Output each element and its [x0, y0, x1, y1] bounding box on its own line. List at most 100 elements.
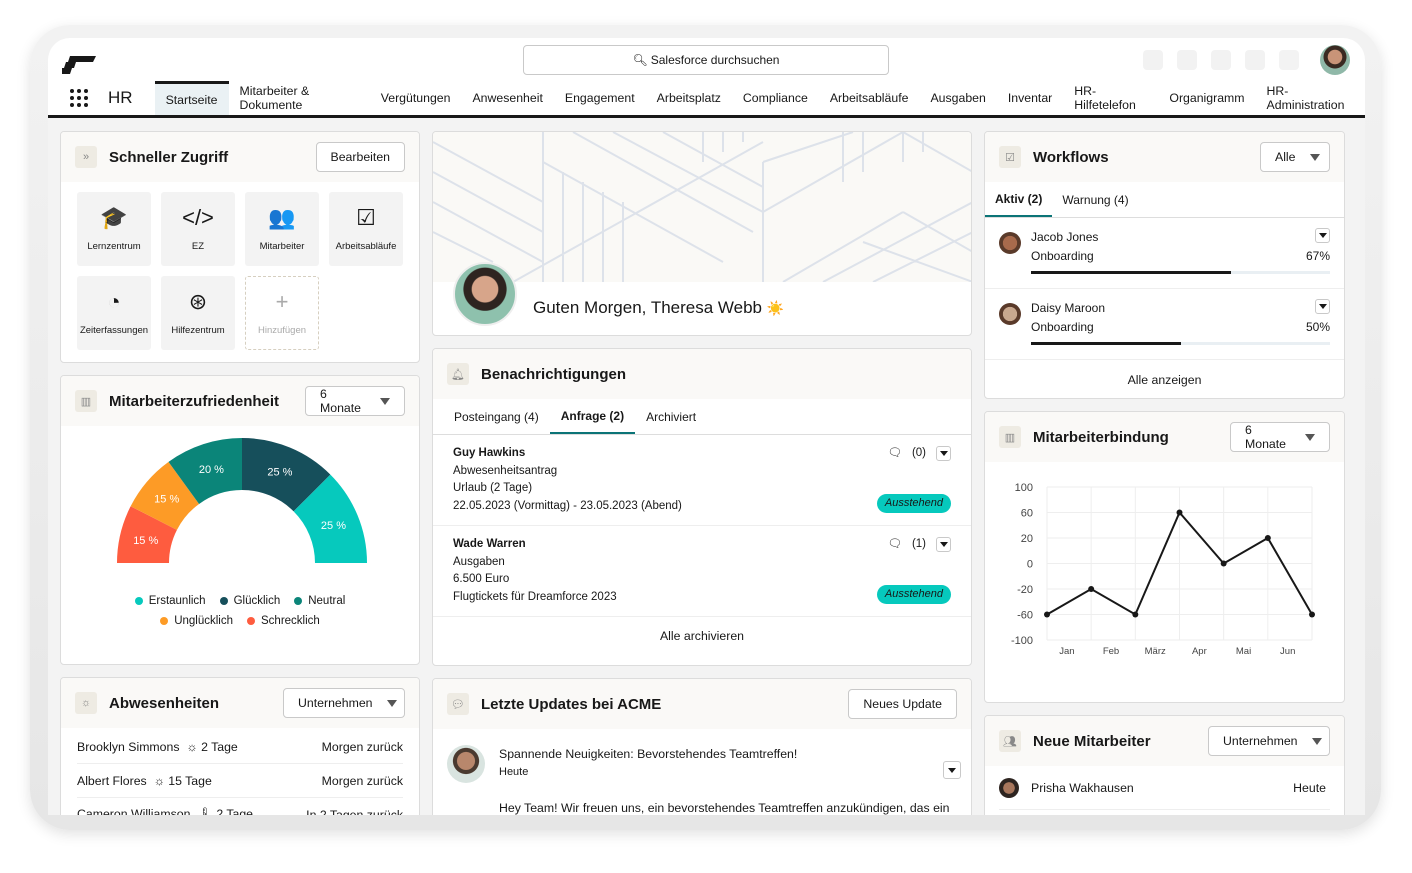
- y-tick-label: -20: [1017, 584, 1033, 596]
- gauge-segment-neutral[interactable]: [168, 438, 242, 504]
- nav-tab[interactable]: Compliance: [742, 91, 808, 105]
- nav-tab[interactable]: Anwesenheit: [472, 91, 543, 105]
- gauge-segment-erstaunlich[interactable]: [293, 474, 367, 563]
- nav-tab[interactable]: Vergütungen: [380, 91, 451, 105]
- data-point[interactable]: [1309, 611, 1315, 618]
- period-dropdown[interactable]: 6 Monate: [305, 386, 405, 416]
- chat-icon: 💬︎: [447, 693, 469, 715]
- employee-name: Daisy Maroon: [1031, 301, 1106, 315]
- tile-label: EZ: [191, 240, 205, 252]
- employee-name: Albert Flores: [77, 773, 147, 788]
- quick-access-tile[interactable]: + Hinzufügen: [245, 276, 319, 350]
- card-title: Mitarbeiterzufriedenheit: [109, 392, 280, 410]
- data-point[interactable]: [1264, 535, 1271, 541]
- item-menu-button[interactable]: [1315, 228, 1330, 243]
- favorites-icon[interactable]: [1143, 50, 1163, 70]
- absence-row[interactable]: Albert Flores ☼ 15 Tage Morgen zurück: [77, 764, 403, 798]
- comment-icon[interactable]: 🗨︎: [887, 447, 902, 459]
- nav-tab[interactable]: Mitarbeiter & Dokumente: [239, 84, 310, 112]
- workflow-item[interactable]: Daisy Maroon Onboarding 50%: [985, 289, 1344, 360]
- notification-item[interactable]: Wade Warren Ausgaben 6.500 Euro Flugtickets…: [433, 526, 971, 617]
- lifebuoy-icon: ⊛: [188, 288, 208, 314]
- tile-label: Lernzentrum: [87, 240, 141, 252]
- period-dropdown[interactable]: 6 Monate: [1230, 422, 1330, 452]
- item-menu-button[interactable]: [936, 537, 951, 553]
- tile-label: Hilfezentrum: [171, 324, 225, 336]
- data-point[interactable]: [1176, 509, 1183, 516]
- gauge-label: 15 %: [133, 535, 158, 547]
- legend-item: Neutral: [294, 595, 345, 607]
- sun-icon: ☀️: [766, 300, 785, 316]
- search-input[interactable]: 🔍︎ Salesforce durchsuchen: [523, 45, 889, 75]
- legend-swatch: [294, 597, 303, 605]
- notification-tab[interactable]: Archiviert: [646, 409, 697, 424]
- quick-access-tile[interactable]: ☑ Arbeitsabläufe: [329, 192, 403, 266]
- global-header: 🔍︎ Salesforce durchsuchen HR Startseite Mi…: [48, 38, 1365, 118]
- card-title: Abwesenheiten: [109, 694, 220, 712]
- gauge-segment-glücklich[interactable]: [242, 438, 331, 512]
- people-icon: 👥: [268, 204, 296, 230]
- data-point[interactable]: [1088, 586, 1095, 592]
- quick-access-tile[interactable]: ◔ Zeiterfassungen: [77, 276, 151, 350]
- archive-all-button[interactable]: Alle archivieren: [659, 629, 745, 643]
- chevrons-icon: »: [75, 146, 97, 168]
- scope-dropdown[interactable]: Unternehmen: [1208, 726, 1330, 756]
- card-title: Neue Mitarbeiter: [1033, 732, 1151, 750]
- notification-tab[interactable]: Anfrage (2): [549, 399, 636, 434]
- welcome-banner: Guten Morgen, Theresa Webb ☀️: [432, 131, 972, 336]
- app-launcher-icon[interactable]: [70, 89, 88, 107]
- workflow-item[interactable]: Jacob Jones Onboarding 67%: [985, 218, 1344, 289]
- y-tick-label: -60: [1017, 610, 1033, 622]
- satisfaction-card: ▥ Mitarbeiterzufriedenheit 6 Monate 15 % 1…: [60, 375, 420, 665]
- notification-item[interactable]: Guy Hawkins Abwesenheitsantrag Urlaub (2 T…: [433, 435, 971, 526]
- data-point[interactable]: [1044, 611, 1050, 618]
- nav-tab[interactable]: Engagement: [564, 91, 635, 105]
- comment-icon[interactable]: 🗨︎: [887, 538, 902, 550]
- quick-access-tile[interactable]: 🎓 Lernzentrum: [77, 192, 151, 266]
- start-date: Heute: [1293, 780, 1326, 795]
- workflow-tab[interactable]: Warnung (4): [1062, 192, 1129, 207]
- nav-tab[interactable]: Arbeitsplatz: [656, 91, 721, 105]
- legend-swatch: [247, 617, 255, 625]
- edit-button[interactable]: Bearbeiten: [315, 142, 405, 172]
- updates-card: 💬︎ Letzte Updates bei ACME Neues Update S…: [432, 678, 972, 815]
- nav-tab[interactable]: Ausgaben: [930, 91, 986, 105]
- absence-row[interactable]: Brooklyn Simmons ☼ 2 Tage Morgen zurück: [77, 730, 403, 764]
- x-tick-label: Apr: [1192, 646, 1207, 657]
- quick-access-card: » Schneller Zugriff Bearbeiten 🎓 Lernzentr…: [60, 131, 420, 363]
- post-headline[interactable]: Spannende Neuigkeiten: Bevorstehendes Te…: [499, 747, 798, 761]
- post-menu-button[interactable]: [943, 761, 961, 779]
- card-title: Schneller Zugriff: [109, 148, 229, 166]
- quick-access-tile[interactable]: ⊛ Hilfezentrum: [161, 276, 235, 350]
- gauge-segment-unglücklich[interactable]: [130, 461, 200, 530]
- gear-icon[interactable]: [1245, 50, 1265, 70]
- notification-tab[interactable]: Posteingang (4): [454, 409, 539, 424]
- data-point[interactable]: [1132, 611, 1139, 618]
- view-all-button[interactable]: Alle anzeigen: [1127, 373, 1202, 387]
- nav-tab[interactable]: Arbeitsabläufe: [829, 91, 909, 105]
- help-icon[interactable]: [1211, 50, 1231, 70]
- new-update-button[interactable]: Neues Update: [848, 689, 957, 719]
- data-point[interactable]: [1220, 560, 1227, 567]
- nav-tab[interactable]: Inventar: [1007, 91, 1053, 105]
- nav-tab[interactable]: Organigramm: [1169, 91, 1245, 105]
- tile-label: Mitarbeiter: [259, 240, 305, 252]
- nav-tab[interactable]: Startseite: [154, 81, 229, 115]
- absence-row[interactable]: Cameron Williamson 🌡︎ 2 Tage In 2 Tagen z…: [77, 798, 403, 815]
- quick-access-tile[interactable]: 👥 Mitarbeiter: [245, 192, 319, 266]
- request-detail: Ausgaben: [453, 555, 505, 568]
- scope-dropdown[interactable]: Unternehmen: [283, 688, 405, 718]
- bell-icon[interactable]: [1279, 50, 1299, 70]
- item-menu-button[interactable]: [936, 446, 951, 462]
- add-icon[interactable]: [1177, 50, 1197, 70]
- workflow-tab[interactable]: Aktiv (2): [985, 182, 1053, 217]
- item-menu-button[interactable]: [1315, 299, 1330, 314]
- x-tick-label: Feb: [1103, 646, 1119, 657]
- gauge-segment-schrecklich[interactable]: [117, 506, 177, 563]
- quick-access-tile[interactable]: </> EZ: [161, 192, 235, 266]
- nav-tab[interactable]: HR-Administration: [1266, 84, 1345, 112]
- new-hire-row[interactable]: Prisha Wakhausen Heute: [999, 766, 1330, 810]
- nav-tab[interactable]: HR-Hilfetelefon: [1074, 84, 1136, 112]
- workflow-filter-dropdown[interactable]: Alle: [1260, 142, 1330, 172]
- user-avatar[interactable]: [1320, 45, 1350, 75]
